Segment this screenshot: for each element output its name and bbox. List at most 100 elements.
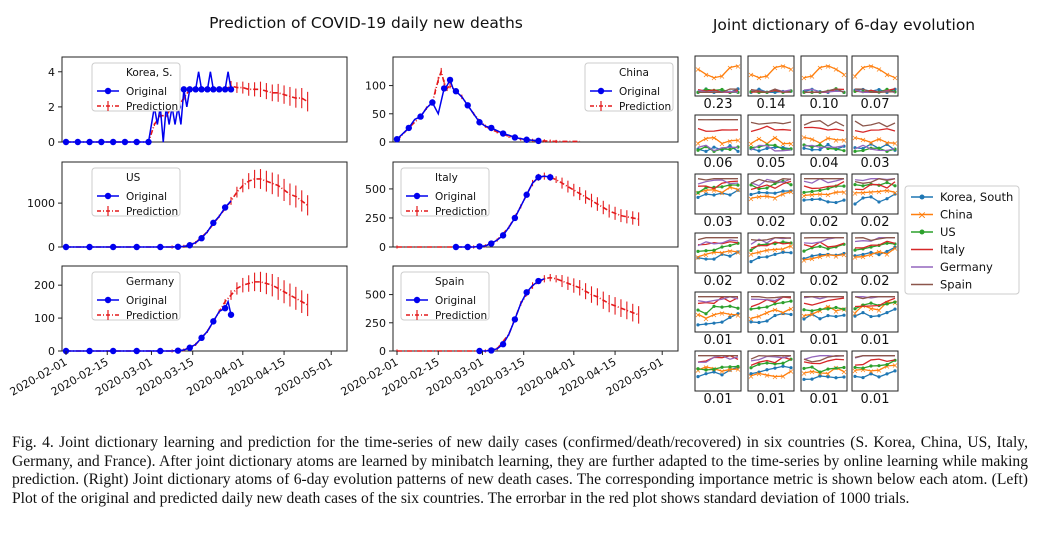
- atom-series-line: [750, 178, 792, 184]
- atom-weight-label: 0.01: [757, 333, 786, 348]
- atom-marker: [696, 191, 700, 195]
- atom-series-line: [697, 239, 739, 247]
- atom-weight-label: 0.07: [861, 97, 890, 112]
- atom-marker: ×: [756, 135, 763, 144]
- original-point: [464, 243, 471, 251]
- atom-marker: [834, 305, 838, 310]
- atom-weight-label: 0.01: [861, 333, 890, 348]
- atom-marker: [781, 364, 785, 368]
- atom-5-3: × × × × × ×0.01: [851, 350, 899, 407]
- atom-marker: [818, 148, 822, 152]
- atom-marker: ×: [809, 255, 816, 264]
- atom-marker: [749, 307, 753, 311]
- atom-marker: [893, 192, 897, 196]
- original-point: [393, 135, 401, 143]
- atom-2-1: × × × × × ×0.02: [747, 173, 795, 230]
- legend-label-1: China: [940, 208, 973, 222]
- atom-marker: ×: [841, 188, 848, 197]
- legend-original-marker: [104, 296, 112, 304]
- atom-marker: [869, 245, 873, 249]
- y-tick-label: 1000: [27, 197, 55, 210]
- atom-series-line: [750, 88, 792, 93]
- atom-marker: [853, 202, 857, 206]
- atom-marker: [810, 365, 814, 369]
- atom-marker: [818, 244, 822, 249]
- original-point: [440, 85, 448, 92]
- atom-series-line: [750, 180, 792, 191]
- atom-marker: [749, 320, 753, 324]
- atom-marker: [728, 243, 732, 248]
- atom-marker: ×: [772, 245, 779, 254]
- atom-marker: ×: [748, 250, 755, 259]
- original-point: [535, 137, 542, 145]
- atom-marker: [818, 143, 822, 147]
- atom-series-line: [854, 296, 895, 300]
- atom-series-line: [803, 144, 845, 149]
- atom-marker: ×: [809, 72, 816, 81]
- atom-marker: [893, 184, 897, 188]
- atom-marker: ×: [756, 248, 763, 257]
- atom-series-line: [698, 88, 739, 93]
- atom-marker: [861, 184, 865, 188]
- atom-marker: ×: [719, 367, 726, 376]
- atom-2-3: × × × × × ×0.02: [851, 173, 899, 230]
- atom-series-line: [854, 178, 896, 184]
- plot-legend-title: US: [126, 172, 141, 184]
- plot-legend-box: [91, 167, 181, 217]
- atom-weight-label: 0.01: [704, 392, 733, 407]
- original-point: [511, 214, 519, 222]
- atom-series-line: [750, 245, 792, 255]
- atom-marker: ×: [801, 312, 808, 321]
- atom-marker: [704, 372, 708, 376]
- atom-frame: [800, 232, 848, 274]
- atom-marker: [720, 365, 724, 369]
- plot-legend-title: Spain: [435, 276, 464, 288]
- atom-series-line: [854, 144, 896, 152]
- atom-marker: [869, 142, 873, 146]
- atom-marker: [720, 245, 724, 249]
- legend-prediction-label: Prediction: [435, 310, 487, 322]
- atom-marker: [765, 361, 769, 365]
- atom-marker: ×: [892, 74, 899, 83]
- atom-marker: ×: [748, 372, 755, 381]
- atom-3-0: × × × × × ×0.02: [694, 232, 742, 289]
- legend-label-3: Italy: [940, 243, 965, 257]
- original-point: [133, 347, 140, 355]
- atom-marker: [834, 366, 838, 370]
- atom-series-line: [803, 254, 845, 261]
- plot-1: 0 50 100 China Original Prediction: [365, 56, 679, 149]
- original-point: [174, 347, 182, 354]
- atom-marker: [853, 314, 857, 318]
- atom-series-line: [803, 355, 845, 363]
- atom-series-line: [854, 355, 895, 359]
- atom-marker: [696, 367, 700, 371]
- atom-marker: [877, 253, 881, 257]
- atom-marker: [728, 304, 732, 308]
- original-point: [157, 243, 164, 251]
- atom-series-line: [697, 136, 739, 145]
- atom-marker: ×: [884, 250, 891, 259]
- atom-marker: ×: [852, 189, 859, 198]
- atom-marker: ×: [817, 190, 824, 199]
- atom-marker: [818, 317, 822, 321]
- atom-series-line: [854, 128, 896, 133]
- plot-4: 0 100 200 Germany Original Prediction: [34, 265, 348, 358]
- atom-marker: ×: [703, 363, 710, 372]
- atom-marker: [789, 299, 793, 303]
- original-point: [216, 86, 223, 93]
- atom-marker: [781, 250, 785, 254]
- atom-marker: [789, 183, 793, 187]
- y-tick-label: 0: [379, 345, 386, 358]
- legend-marker: [919, 229, 925, 235]
- atom-marker: [749, 183, 753, 187]
- legend-label-0: Korea, South: [940, 190, 1013, 204]
- atom-series-line: [697, 144, 739, 152]
- atom-marker: [869, 364, 873, 368]
- atom-marker: [736, 183, 740, 187]
- atom-marker: [893, 369, 897, 373]
- atom-marker: [720, 320, 724, 324]
- atom-marker: ×: [748, 194, 755, 203]
- atom-series-line: [803, 177, 845, 184]
- atom-marker: ×: [825, 191, 832, 200]
- plot-legend-title: Germany: [126, 276, 174, 288]
